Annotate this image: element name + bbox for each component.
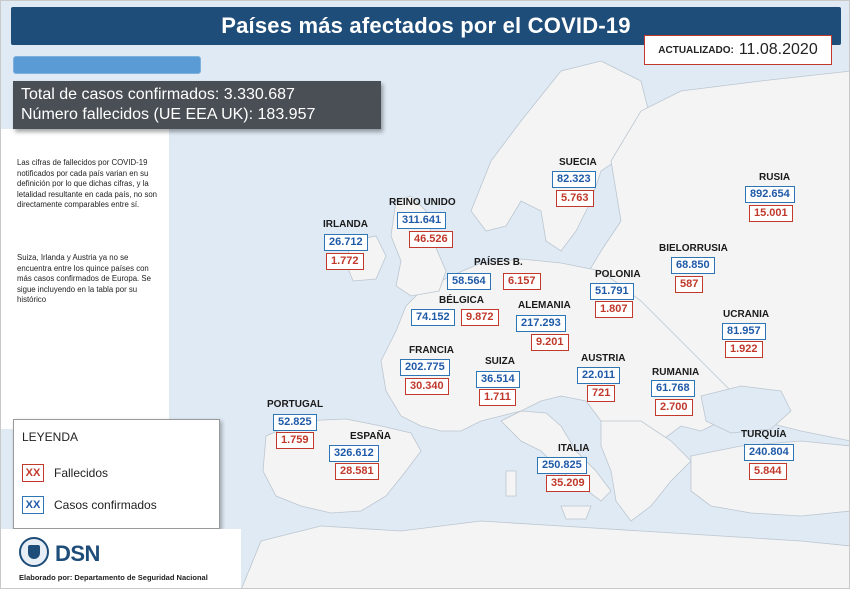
cases-suecia: 82.323 — [552, 171, 596, 188]
deaths-polonia: 1.807 — [595, 301, 633, 318]
cases-irlanda: 26.712 — [324, 234, 368, 251]
totals-box: Total de casos confirmados: 3.330.687 Nú… — [13, 81, 381, 129]
country-name-rumania: RUMANIA — [652, 367, 700, 378]
deaths-rumania: 2.700 — [655, 399, 693, 416]
left-panel — [1, 129, 169, 429]
title-bar: Países más afectados por el COVID-19 — [11, 7, 841, 45]
cases-rumania: 61.768 — [651, 380, 695, 397]
cases-belgica: 74.152 — [411, 309, 455, 326]
country-name-austria: AUSTRIA — [581, 353, 626, 364]
total-cases-line: Total de casos confirmados: 3.330.687 — [21, 86, 295, 103]
country-name-turquia: TURQUÍA — [741, 429, 787, 440]
country-name-rusia: RUSIA — [759, 172, 791, 183]
cases-bielorrusia: 68.850 — [671, 257, 715, 274]
cases-francia: 202.775 — [400, 359, 450, 376]
legend-deaths-swatch: XX — [22, 464, 44, 482]
note-mortality: Las cifras de fallecidos por COVID-19 no… — [17, 158, 158, 209]
update-label: ACTUALIZADO: — [658, 44, 734, 56]
deaths-suiza: 1.711 — [479, 389, 516, 406]
total-deaths-line: Número fallecidos (UE EEA UK): 183.957 — [21, 106, 316, 123]
legend-cases-row: XX Casos confirmados — [22, 496, 157, 514]
legend-deaths-row: XX Fallecidos — [22, 464, 108, 482]
deaths-belgica: 9.872 — [461, 309, 499, 326]
country-name-suiza: SUIZA — [485, 356, 515, 367]
deaths-francia: 30.340 — [405, 378, 449, 395]
country-name-alemania: ALEMANIA — [518, 300, 571, 311]
page-title: Países más afectados por el COVID-19 — [221, 13, 631, 38]
cases-portugal: 52.825 — [273, 414, 317, 431]
credit-line: Elaborado por: Departamento de Seguridad… — [19, 573, 208, 582]
cases-turquia: 240.804 — [744, 444, 794, 461]
deaths-reino-unido: 46.526 — [409, 231, 453, 248]
cases-austria: 22.011 — [577, 367, 621, 384]
country-name-suecia: SUECIA — [559, 157, 597, 168]
deaths-suecia: 5.763 — [556, 190, 594, 207]
legend-title: LEYENDA — [22, 430, 79, 444]
update-date: 11.08.2020 — [738, 41, 818, 58]
country-name-paises-bajos: PAÍSES B. — [474, 257, 523, 268]
country-name-reino-unido: REINO UNIDO — [389, 197, 456, 208]
country-name-francia: FRANCIA — [409, 345, 454, 356]
deaths-espana: 28.581 — [335, 463, 379, 480]
deaths-irlanda: 1.772 — [326, 253, 364, 270]
update-box: ACTUALIZADO: 11.08.2020 — [644, 35, 832, 65]
cases-paises-bajos: 58.564 — [447, 273, 491, 290]
deaths-rusia: 15.001 — [749, 205, 793, 222]
header-pill — [13, 56, 201, 74]
cases-polonia: 51.791 — [590, 283, 634, 300]
deaths-turquia: 5.844 — [749, 463, 787, 480]
country-name-polonia: POLONIA — [595, 269, 641, 280]
deaths-bielorrusia: 587 — [675, 276, 704, 293]
deaths-austria: 721 — [587, 385, 616, 402]
country-name-ucrania: UCRANIA — [723, 309, 770, 320]
cases-espana: 326.612 — [329, 445, 379, 462]
cases-suiza: 36.514 — [476, 371, 520, 388]
cases-italia: 250.825 — [537, 457, 587, 474]
legend-cases-swatch: XX — [22, 496, 44, 514]
country-name-belgica: BÉLGICA — [439, 295, 484, 306]
country-name-italia: ITALIA — [558, 443, 590, 454]
cases-rusia: 892.654 — [745, 186, 795, 203]
dsn-logo: DSN — [55, 541, 100, 566]
country-name-bielorrusia: BIELORRUSIA — [659, 243, 728, 254]
deaths-ucrania: 1.922 — [725, 341, 763, 358]
country-name-espana: ESPAÑA — [350, 431, 391, 442]
note-historic: Suiza, Irlanda y Austria ya no se encuen… — [17, 253, 151, 304]
deaths-italia: 35.209 — [546, 475, 590, 492]
country-name-portugal: PORTUGAL — [267, 399, 324, 410]
deaths-alemania: 9.201 — [531, 334, 569, 351]
cases-reino-unido: 311.641 — [397, 212, 447, 229]
legend: LEYENDA XX Fallecidos XX Casos confirmad… — [13, 419, 220, 529]
cases-alemania: 217.293 — [516, 315, 566, 332]
legend-cases-label: Casos confirmados — [54, 498, 157, 512]
dsn-seal-icon — [19, 537, 49, 567]
deaths-portugal: 1.759 — [276, 432, 314, 449]
legend-deaths-label: Fallecidos — [54, 466, 109, 480]
country-name-irlanda: IRLANDA — [323, 219, 368, 230]
deaths-paises-bajos: 6.157 — [503, 273, 541, 290]
cases-ucrania: 81.957 — [722, 323, 766, 340]
